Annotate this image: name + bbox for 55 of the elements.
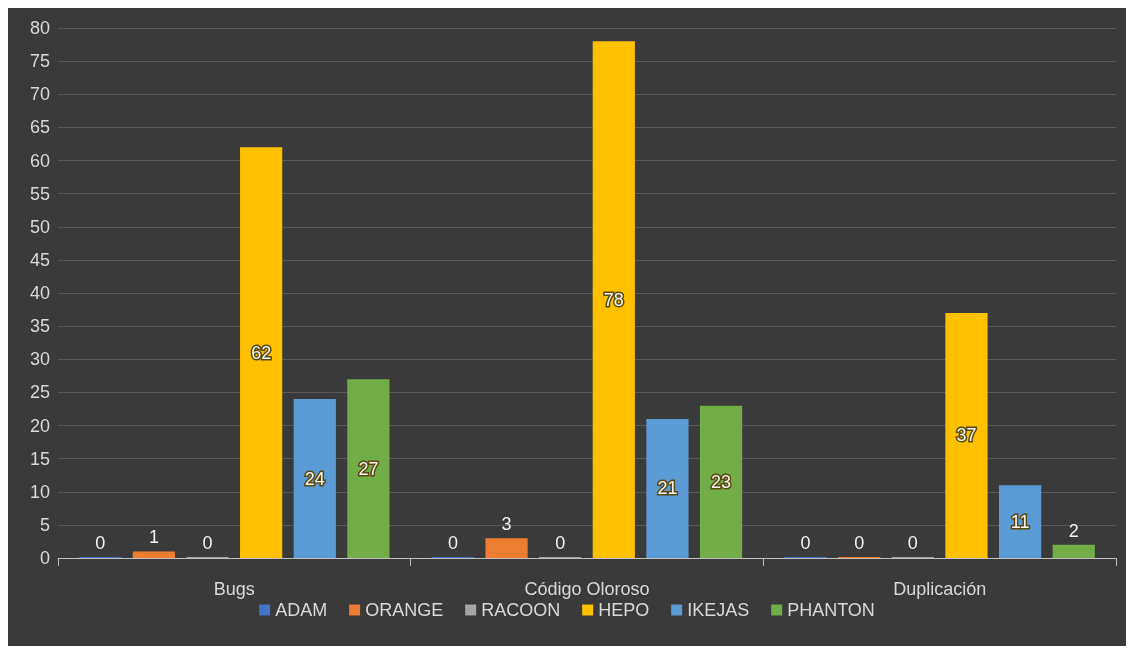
- y-tick-label: 45: [29, 249, 50, 270]
- legend-label: ORANGE: [365, 600, 444, 620]
- y-tick-label: 50: [29, 216, 50, 237]
- data-label: 78: [603, 289, 624, 310]
- data-label: 0: [800, 533, 811, 553]
- bar: [240, 147, 283, 558]
- y-tick-label: 70: [29, 84, 50, 105]
- y-tick-label: 55: [29, 183, 50, 204]
- data-label: 21: [657, 478, 678, 499]
- data-label: 37: [956, 425, 977, 446]
- legend-label: ADAM: [275, 600, 328, 620]
- x-tick-label: Bugs: [213, 579, 255, 599]
- y-tick-label: 0: [39, 548, 50, 568]
- data-label: 24: [304, 468, 325, 489]
- bar: [485, 538, 528, 558]
- bar: [132, 551, 176, 558]
- data-label: 0: [907, 533, 918, 553]
- data-label: 3: [501, 514, 512, 535]
- legend-label: IKEJAS: [687, 600, 750, 620]
- y-tick-label: 30: [29, 349, 50, 370]
- data-label: 23: [711, 471, 732, 492]
- y-tick-label: 65: [29, 117, 50, 138]
- y-tick-label: 5: [39, 514, 50, 535]
- bar: [998, 485, 1042, 558]
- y-tick-label: 80: [29, 18, 50, 38]
- y-tick-label: 10: [29, 481, 50, 502]
- y-tick-label: 35: [29, 316, 50, 337]
- legend-label: RACOON: [481, 600, 561, 620]
- y-tick-label: 60: [29, 150, 50, 171]
- bar: [699, 405, 743, 558]
- data-label: 11: [1010, 511, 1030, 532]
- legend-label: HEPO: [598, 600, 650, 620]
- data-label: 62: [251, 342, 272, 363]
- data-label: 0: [447, 533, 458, 553]
- bar: [347, 379, 390, 558]
- data-label: 0: [202, 533, 213, 553]
- data-label: 0: [95, 533, 106, 553]
- x-tick-label: Código Oloroso: [524, 579, 650, 599]
- data-label: 0: [555, 533, 566, 553]
- data-label: 0: [854, 533, 865, 553]
- bar: [945, 312, 988, 558]
- data-label: 2: [1068, 520, 1079, 541]
- y-tick-label: 40: [29, 283, 50, 303]
- bar: [1052, 544, 1095, 558]
- data-label: 1: [148, 527, 159, 548]
- legend-label: PHANTON: [787, 600, 875, 620]
- y-tick-label: 25: [29, 382, 50, 403]
- y-tick-label: 20: [29, 415, 50, 436]
- y-tick-label: 75: [29, 51, 50, 72]
- y-tick-label: 15: [29, 448, 50, 469]
- x-tick-label: Duplicación: [893, 579, 987, 599]
- bar: [592, 41, 635, 558]
- bar: [646, 418, 689, 558]
- data-label: 27: [358, 458, 379, 479]
- bar: [293, 399, 336, 558]
